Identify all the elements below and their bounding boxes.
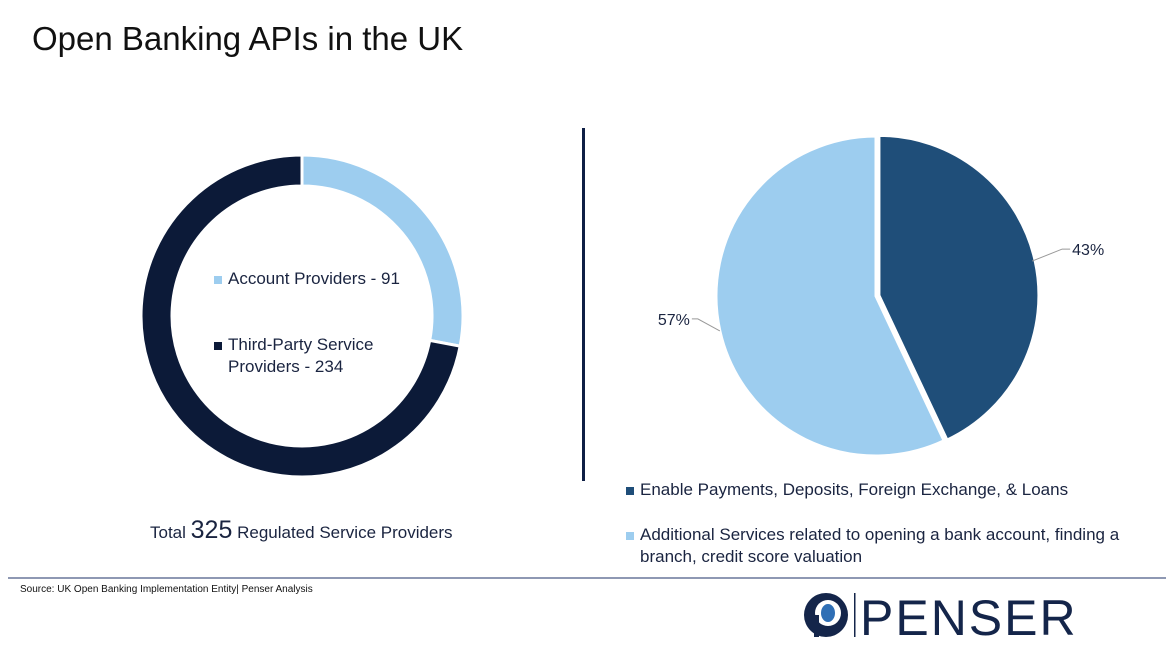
vertical-divider [582, 128, 585, 481]
logo-text: PENSER [860, 590, 1078, 643]
caption-post: Regulated Service Providers [237, 523, 453, 542]
pie-slice-1 [714, 134, 947, 458]
footer-divider [8, 577, 1166, 579]
pie-data-label: 57% [658, 312, 690, 329]
penser-logo: PENSER [800, 587, 1130, 648]
pie-legend-item-0: Enable Payments, Deposits, Foreign Excha… [626, 479, 1068, 501]
legend-label: Additional Services related to opening a… [640, 525, 1120, 544]
donut-legend-item-1: Third-Party Service Providers - 234 [214, 334, 373, 378]
source-note: Source: UK Open Banking Implementation E… [20, 584, 313, 595]
leader-line [691, 318, 721, 332]
legend-swatch [214, 275, 222, 284]
page-title: Open Banking APIs in the UK [32, 20, 464, 57]
legend-label: Third-Party Service [228, 335, 374, 354]
donut-slice-0 [300, 153, 465, 348]
legend-swatch [626, 486, 634, 495]
legend-label: Providers - 234 [228, 357, 344, 376]
legend-label: Account Providers - 91 [228, 269, 400, 288]
donut-caption: Total 325 Regulated Service Providers [150, 516, 453, 545]
legend-label: branch, credit score valuation [640, 547, 863, 566]
leader-line [1031, 248, 1071, 262]
donut-slice-1 [139, 153, 462, 479]
legend-label: Enable Payments, Deposits, Foreign Excha… [640, 480, 1069, 499]
caption-number: 325 [190, 516, 233, 544]
caption-pre: Total [150, 523, 186, 542]
pie-data-label: 43% [1072, 242, 1104, 259]
donut-legend-item-0: Account Providers - 91 [214, 268, 400, 290]
pie-legend-item-1: Additional Services related to opening a… [626, 524, 1119, 568]
legend-swatch [214, 341, 222, 350]
legend-swatch [626, 531, 634, 540]
